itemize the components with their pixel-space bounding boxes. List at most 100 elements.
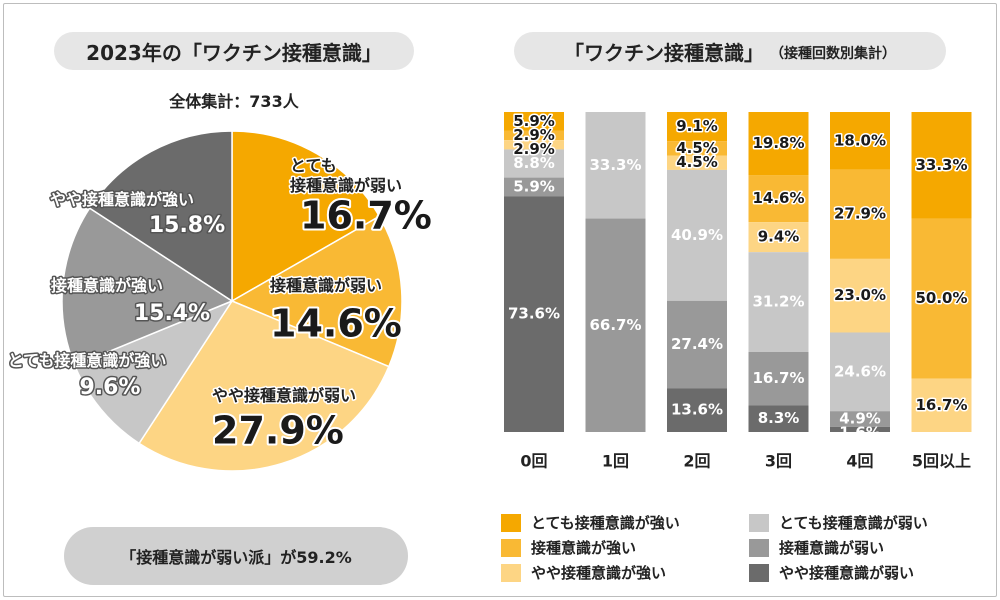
bar-value-label: 50.0% (915, 289, 967, 307)
bar-segment-somewhat_weak (504, 140, 564, 150)
pie-value-somewhat_weak: 27.9% (212, 409, 344, 453)
pie-label-line: 接種意識が強い (51, 276, 163, 295)
bar-title: 「ワクチン接種意識」 （接種回数別集計） (514, 32, 946, 70)
legend-swatch (501, 513, 521, 532)
bar-segment-very_weak (830, 112, 890, 170)
bar-segment-very_strong (667, 169, 727, 301)
legend-swatch (749, 563, 769, 582)
bar-value-label: 9.4% (758, 228, 800, 246)
bar-segment-strong (504, 177, 564, 197)
legend: とても接種意識が強い接種意識が強いやや接種意識が強い とても接種意識が弱い 接種意識… (501, 512, 981, 592)
bar-value-label: 18.0% (834, 131, 886, 149)
legend-item-strong: 接種意識が弱い (749, 537, 884, 558)
x-tick-label: 4回 (846, 452, 873, 471)
pie-slice-weak (230, 215, 403, 368)
bar-value-label: 5.9% (513, 178, 555, 196)
pie-label-line: やや接種意識が弱い (212, 386, 356, 405)
pie-value-strong: 15.4% (134, 301, 210, 326)
bar-value-label: 23.0% (834, 286, 886, 304)
x-tick-label: 2回 (683, 452, 710, 471)
pie-value-weak: 14.6% (270, 302, 402, 346)
bar-segment-strong (585, 218, 646, 432)
legend-item-somewhat_strong: やや接種意識が弱い (749, 562, 914, 583)
bar-segment-somewhat_weak (911, 378, 972, 432)
bar-value-label: 27.9% (834, 205, 886, 223)
pie-label-very_strong: とても接種意識が強い (8, 351, 167, 370)
bar-value-label: 33.3% (915, 156, 967, 174)
x-tick-label: 0回 (520, 452, 547, 471)
total-respondents: 全体集計：733人 (169, 92, 299, 111)
pie-label-somewhat_strong: やや接種意識が強い (50, 190, 194, 209)
bar-value-label: 73.6% (508, 305, 560, 323)
bar-value-label: 13.6% (671, 401, 723, 419)
pie-label-line: やや接種意識が強い (50, 190, 194, 209)
bar-value-label: 4.5% (676, 139, 718, 157)
bar-value-label: 9.1% (676, 117, 718, 135)
bar-value-label: 31.2% (752, 293, 804, 311)
pie-title: 2023年の「ワクチン接種意識」 (54, 32, 414, 70)
bar-value-label: 16.7% (915, 396, 967, 414)
bar-segment-strong (667, 300, 727, 389)
pie-slice-somewhat_strong (88, 130, 233, 303)
pie-slice-very_weak (231, 130, 381, 303)
bar-segment-somewhat_weak (830, 258, 890, 333)
bar-segment-very_strong (748, 252, 809, 352)
legend-item-weak: 接種意識が強い (501, 537, 636, 558)
bar-value-label: 2.9% (513, 126, 555, 144)
pie-value-somewhat_strong: 15.8% (149, 213, 225, 238)
x-tick-label: 3回 (765, 452, 792, 471)
bar-segment-very_strong (830, 332, 890, 412)
bar-segment-somewhat_weak (748, 222, 809, 253)
legend-label: とても接種意識が弱い (779, 514, 928, 532)
pie-chart: とても接種意識が弱い16.7%接種意識が弱い14.6%やや接種意識が弱い27.9… (6, 130, 434, 472)
stacked-bar-chart: 5.9%2.9%2.9%8.8%5.9%73.6%0回33.3%66.7%1回9… (504, 110, 972, 471)
weak-group-summary: 「接種意識が弱い派」が59.2% (64, 527, 408, 585)
pie-label-very_weak: とても接種意識が弱い (290, 156, 402, 195)
bar-value-label: 16.7% (752, 369, 804, 387)
bar-segment-somewhat_strong (667, 388, 727, 432)
pie-value-very_strong: 9.6% (79, 375, 140, 400)
bar-value-label: 14.6% (752, 189, 804, 207)
bar-value-label: 4.5% (676, 153, 718, 171)
bar-title-text: 「ワクチン接種意識」 (564, 40, 764, 65)
bar-segment-very_weak (748, 112, 809, 176)
bar-segment-somewhat_strong (504, 196, 564, 432)
pie-slice-strong (61, 207, 234, 367)
bar-segment-weak (830, 169, 890, 259)
bar-segment-somewhat_strong (830, 426, 890, 432)
legend-swatch (749, 513, 769, 532)
pie-label-strong: 接種意識が強い (51, 276, 163, 295)
pie-label-line: とても接種意識が強い (8, 351, 167, 370)
pie-title-text: 2023年の「ワクチン接種意識」 (86, 40, 382, 65)
bar-segment-strong (748, 352, 809, 406)
legend-label: やや接種意識が弱い (779, 564, 915, 582)
pie-value-very_weak: 16.7% (300, 194, 432, 238)
legend-label: とても接種意識が強い (531, 514, 680, 532)
bar-segment-weak (667, 141, 727, 156)
pie-slice-very_strong (73, 299, 234, 445)
bar-segment-very_strong (504, 149, 564, 178)
bar-value-label: 5.9% (513, 112, 555, 130)
infographic-frame: 2023年の「ワクチン接種意識」 「ワクチン接種意識」 （接種回数別集計） 全体… (3, 3, 997, 597)
bar-value-label: 2.9% (513, 140, 555, 158)
bar-value-label: 33.3% (589, 156, 641, 174)
pie-label-weak: 接種意識が弱い (270, 276, 382, 295)
bar-segment-very_strong (585, 112, 646, 219)
pie-label-somewhat_weak: やや接種意識が弱い (212, 386, 356, 405)
legend-item-very_strong: とても接種意識が弱い (749, 512, 928, 533)
pie-label-line: 接種意識が弱い (270, 276, 382, 295)
bar-subtitle: （接種回数別集計） (770, 46, 896, 62)
legend-swatch (501, 538, 521, 557)
legend-label: やや接種意識が強い (531, 564, 667, 582)
legend-label: 接種意識が弱い (779, 539, 885, 557)
bar-segment-somewhat_weak (667, 155, 727, 170)
pie-label-line: とても (290, 156, 337, 175)
bar-value-label: 66.7% (589, 316, 641, 334)
x-tick-label: 5回以上 (912, 452, 971, 471)
bar-value-label: 8.8% (513, 154, 555, 172)
pie-label-line: 接種意識が弱い (290, 176, 402, 195)
bar-segment-very_weak (504, 112, 564, 131)
bar-segment-very_weak (667, 112, 727, 142)
bar-value-label: 1.6% (839, 424, 881, 442)
legend-item-somewhat_weak: やや接種意識が強い (501, 562, 666, 583)
